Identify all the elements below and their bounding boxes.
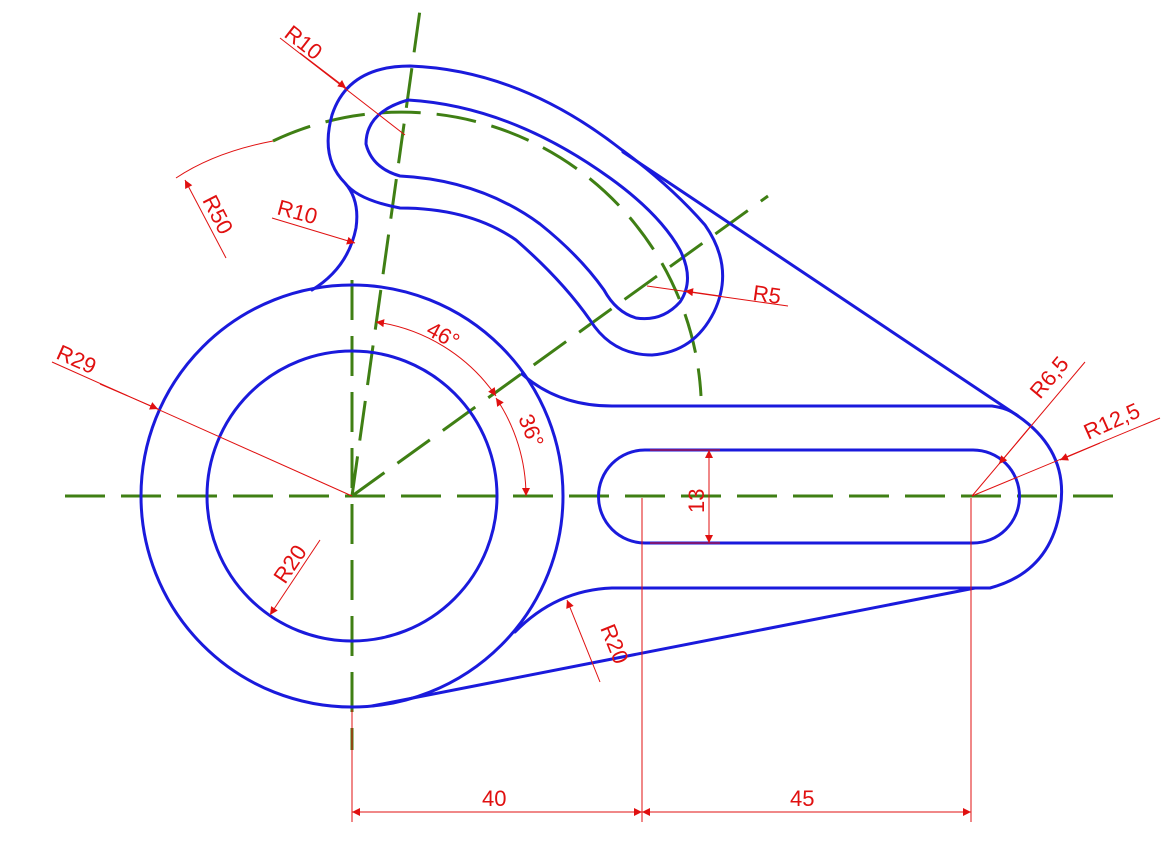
r20-inner-leader — [269, 539, 321, 616]
r29-arrow — [99, 383, 159, 410]
r6-5-arrow — [998, 426, 1031, 465]
dim-40-label: 40 — [482, 786, 506, 811]
r12-5-arrow — [1059, 442, 1101, 461]
center-lines — [65, 9, 1125, 750]
part-outline — [139, 64, 1064, 709]
straight-slot — [597, 448, 1021, 545]
r20-fillet-leader — [566, 599, 601, 683]
dim-45-label: 45 — [790, 786, 814, 811]
angle-46-arc — [375, 319, 497, 397]
inclined-centerline-46 — [350, 9, 422, 497]
arm-top-edge — [520, 372, 1020, 418]
r20-inner-label: R20 — [268, 540, 311, 587]
r10-fillet-leader — [271, 217, 356, 245]
angle-36-arc — [495, 397, 530, 497]
r10-top-arrow — [299, 52, 347, 89]
r50-leader — [175, 140, 274, 179]
inclined-centerline-36 — [351, 194, 769, 498]
inner-bore-circle — [205, 349, 499, 643]
r6-5-label: R6,5 — [1025, 352, 1074, 404]
r5-label: R5 — [751, 280, 782, 309]
r5-arrow — [684, 288, 721, 297]
outer-boss-circle — [139, 283, 565, 709]
dimensions: R10 R50 R10 R5 R29 46° 36° R6,5 R12,5 R2 — [51, 20, 1161, 822]
slot-width-label: 13 — [684, 489, 709, 513]
arc-centerline-r50 — [272, 110, 703, 397]
r10-top-label: R10 — [280, 20, 327, 65]
r10-fillet-label: R10 — [275, 195, 320, 230]
angle-46-label: 46° — [423, 316, 464, 354]
tangent-bottom — [370, 586, 977, 708]
tangent-top — [621, 150, 1020, 418]
curved-slot-inner — [364, 98, 689, 321]
arm-bottom-edge — [513, 586, 992, 634]
curved-slot-outer — [310, 64, 725, 357]
r29-leader — [51, 361, 353, 497]
arm-right-end — [988, 414, 1064, 590]
r50-arrow — [184, 179, 227, 259]
